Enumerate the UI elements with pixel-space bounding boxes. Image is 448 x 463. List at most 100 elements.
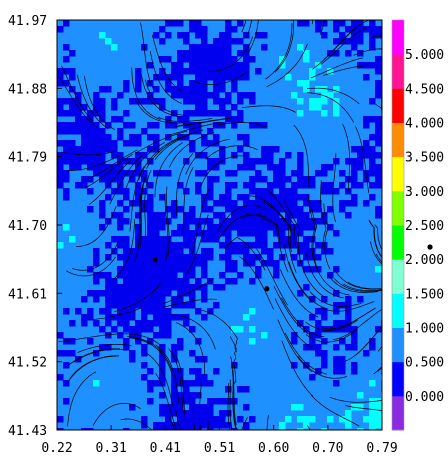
field-cell [165, 206, 172, 213]
field-cell [189, 368, 196, 375]
field-cell [345, 38, 352, 45]
field-cell [165, 422, 172, 429]
field-cell [225, 92, 232, 99]
field-cell [291, 254, 298, 261]
field-cell [267, 194, 274, 201]
field-cell [375, 62, 382, 69]
streamline [139, 176, 146, 246]
field-cell [165, 410, 172, 417]
field-cell [369, 338, 376, 345]
field-cell [195, 278, 202, 285]
field-cell [135, 152, 142, 159]
field-cell [363, 146, 370, 153]
colorbar-tick-label: 1.000 [405, 322, 444, 337]
field-cell [243, 164, 250, 171]
field-cell [261, 188, 268, 195]
field-cell [93, 296, 100, 303]
field-cell [207, 182, 214, 189]
field-cell [231, 122, 238, 129]
streamline [333, 278, 382, 292]
field-cell [99, 272, 106, 279]
field-cell [249, 260, 256, 267]
field-cell [315, 98, 322, 105]
field-cell [177, 404, 184, 411]
y-tick-label: 41.43 [8, 424, 47, 439]
field-cell [231, 242, 238, 249]
field-cell [309, 68, 316, 75]
field-cell [363, 152, 370, 159]
field-cell [117, 224, 124, 231]
field-cell [87, 146, 94, 153]
field-cell [165, 266, 172, 273]
field-cell [69, 140, 76, 147]
field-cell [333, 188, 340, 195]
field-cell [279, 176, 286, 183]
field-cell [207, 140, 214, 147]
field-cell [339, 182, 346, 189]
field-cell [177, 314, 184, 321]
x-tick-label: 0.51 [204, 441, 235, 456]
field-cell [153, 278, 160, 285]
field-cell [183, 236, 190, 243]
field-cell [375, 26, 382, 33]
field-cell [219, 410, 226, 417]
field-cell [201, 236, 208, 243]
field-cell [345, 308, 352, 315]
data-marker [264, 286, 270, 292]
field-cell [243, 50, 250, 57]
field-cell [201, 44, 208, 51]
field-cell [189, 350, 196, 357]
field-cell [225, 206, 232, 213]
field-cell [303, 80, 310, 87]
field-cell [231, 170, 238, 177]
field-cell [141, 236, 148, 243]
streamline [175, 355, 187, 423]
field-cell [249, 278, 256, 285]
field-cell [183, 254, 190, 261]
streamline [84, 153, 133, 189]
x-tick-label: 0.41 [150, 441, 181, 456]
field-cell [159, 218, 166, 225]
field-cell [183, 230, 190, 237]
field-cell [147, 146, 154, 153]
field-cell [159, 74, 166, 81]
field-cell [243, 428, 250, 430]
field-cell [207, 56, 214, 63]
field-cell [297, 320, 304, 327]
field-cell [183, 284, 190, 291]
field-cell [57, 122, 64, 129]
field-cell [309, 176, 316, 183]
field-cell [63, 380, 70, 387]
field-cell [63, 20, 70, 27]
colorbar-segment [392, 293, 404, 328]
field-cell [81, 182, 88, 189]
field-cell [99, 140, 106, 147]
streamline [345, 405, 382, 412]
field-cell [111, 236, 118, 243]
field-cell [243, 56, 250, 63]
field-cell [69, 122, 76, 129]
field-cell [297, 224, 304, 231]
field-cell [141, 260, 148, 267]
field-cell [195, 410, 202, 417]
field-cell [231, 116, 238, 123]
field-cell [237, 20, 244, 27]
field-cell [183, 188, 190, 195]
field-cell [81, 140, 88, 147]
field-cell [165, 116, 172, 123]
field-cell [375, 176, 382, 183]
field-cell [183, 218, 190, 225]
field-cell [339, 368, 346, 375]
streamline [310, 394, 360, 427]
field-cell [153, 146, 160, 153]
field-cell [201, 170, 208, 177]
field-cell [297, 98, 304, 105]
streamline [265, 23, 293, 80]
field-cell [327, 224, 334, 231]
field-cell [321, 248, 328, 255]
field-cell [351, 164, 358, 171]
field-cell [93, 290, 100, 297]
field-cell [159, 380, 166, 387]
field-cell [189, 92, 196, 99]
field-cell [225, 200, 232, 207]
